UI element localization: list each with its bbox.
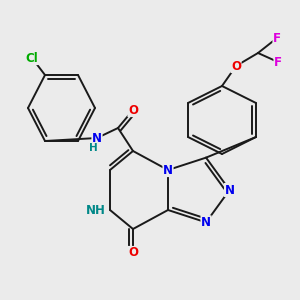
Text: O: O [128,247,138,260]
Text: O: O [128,103,138,116]
Text: N: N [163,164,173,176]
Text: N: N [225,184,235,196]
Text: N: N [201,216,211,229]
Text: F: F [274,56,282,68]
Text: NH: NH [86,203,106,217]
Text: N: N [92,131,102,145]
Text: F: F [273,32,281,44]
Text: Cl: Cl [26,52,38,64]
Text: H: H [88,143,98,153]
Text: O: O [231,59,241,73]
